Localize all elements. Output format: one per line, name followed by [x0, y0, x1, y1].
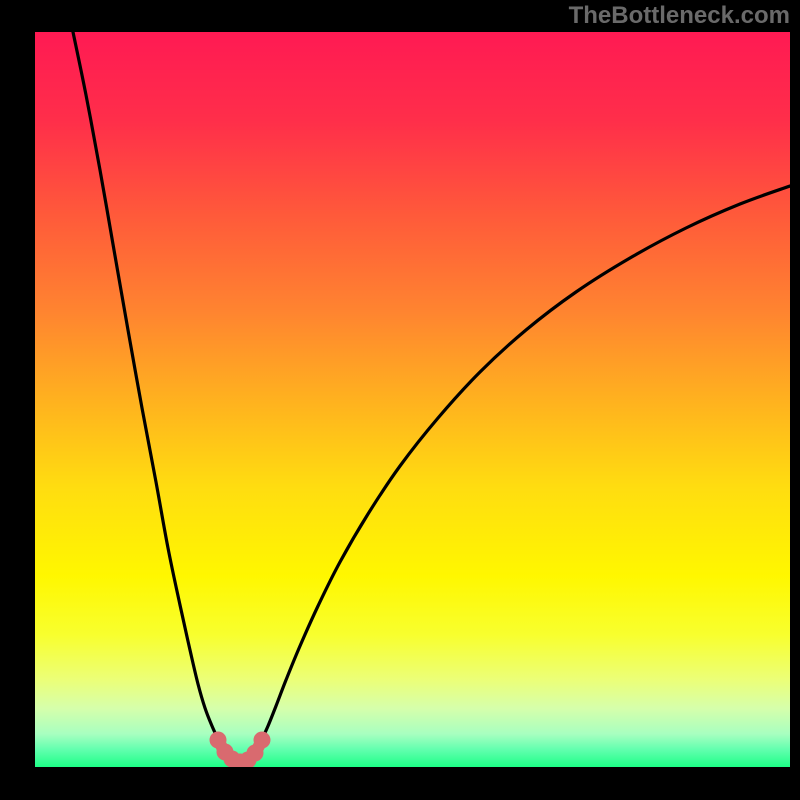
curve-left-branch	[73, 32, 218, 739]
curve-right-branch	[262, 186, 790, 739]
chart-container: TheBottleneck.com	[0, 0, 800, 800]
curve-layer	[0, 0, 800, 800]
valley-marker-6	[254, 732, 271, 749]
attribution-text: TheBottleneck.com	[569, 2, 790, 30]
